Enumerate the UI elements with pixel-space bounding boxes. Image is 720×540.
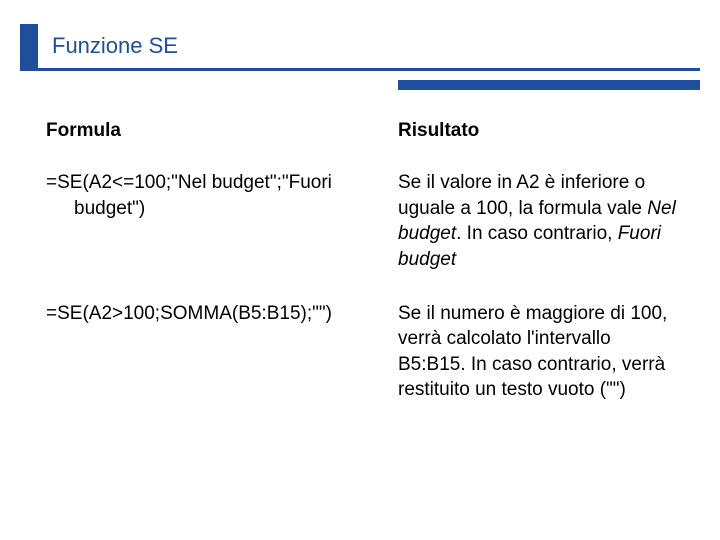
formula-cell: =SE(A2<=100;"Nel budget";"Fuori budget") (46, 170, 378, 221)
title-bar: Funzione SE (20, 24, 700, 68)
title-sub-rule (398, 80, 700, 90)
result-text-pre: Se il valore in A2 è inferiore o uguale … (398, 172, 647, 219)
title-accent-block (20, 24, 38, 68)
result-text-mid: . In caso contrario, (456, 223, 618, 244)
result-cell: Se il numero è maggiore di 100, verrà ca… (398, 301, 680, 404)
title-underline (20, 68, 700, 71)
formula-line1: =SE(A2>100;SOMMA(B5:B15);"") (46, 303, 332, 324)
header-result: Risultato (398, 120, 680, 142)
formula-line1: =SE(A2<=100;"Nel budget";"Fuori (46, 172, 332, 193)
header-row: Formula Risultato (46, 120, 680, 142)
content-area: Formula Risultato =SE(A2<=100;"Nel budge… (46, 120, 680, 431)
formula-cell: =SE(A2>100;SOMMA(B5:B15);"") (46, 301, 378, 327)
result-text-pre: Se il numero è maggiore di 100, verrà ca… (398, 303, 667, 401)
table-row: =SE(A2<=100;"Nel budget";"Fuori budget")… (46, 170, 680, 273)
result-cell: Se il valore in A2 è inferiore o uguale … (398, 170, 680, 273)
slide-title: Funzione SE (52, 33, 178, 59)
table-row: =SE(A2>100;SOMMA(B5:B15);"") Se il numer… (46, 301, 680, 404)
formula-line2: budget") (46, 198, 145, 219)
header-formula: Formula (46, 120, 378, 142)
